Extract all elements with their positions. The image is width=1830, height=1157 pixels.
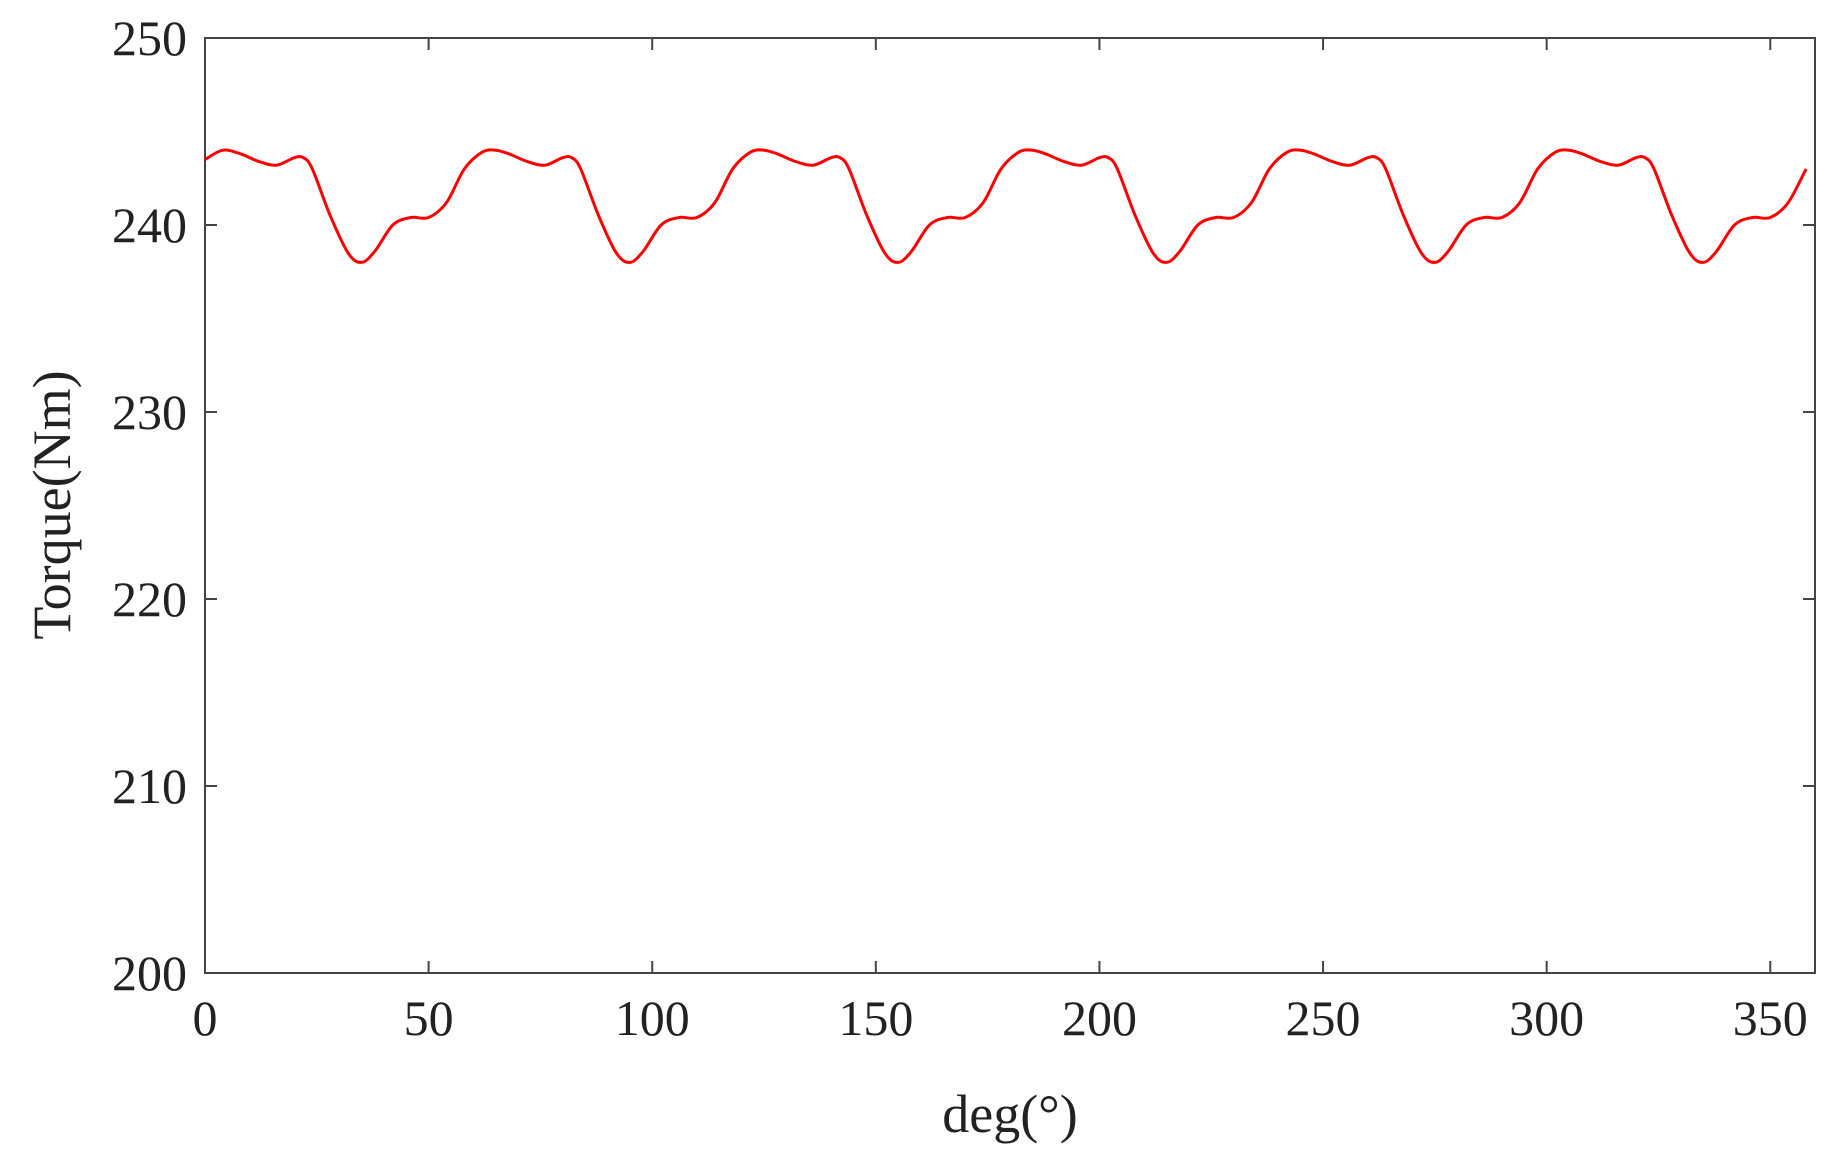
y-tick-label: 240 [112,197,187,253]
x-tick-label: 100 [615,990,690,1046]
x-axis-label: deg(°) [942,1084,1078,1144]
y-tick-label: 210 [112,758,187,814]
tick-labels: 0 50 100 150 200 250 300 350 200 210 220 230 240 250 [112,10,1808,1046]
x-tick-label: 0 [193,990,218,1046]
y-tick-label: 220 [112,571,187,627]
x-tick-label: 300 [1509,990,1584,1046]
y-tick-label: 200 [112,945,187,1001]
x-tick-label: 350 [1733,990,1808,1046]
y-tick-label: 230 [112,384,187,440]
y-tick-label: 250 [112,10,187,66]
torque-series-line [204,148,1808,264]
plot-area [204,37,1816,974]
x-tick-label: 200 [1062,990,1137,1046]
x-tick-label: 250 [1286,990,1361,1046]
y-axis-label: Torque(Nm) [22,370,82,639]
x-tick-label: 150 [838,990,913,1046]
x-tick-label: 50 [404,990,454,1046]
axis-ticks [204,37,1815,974]
